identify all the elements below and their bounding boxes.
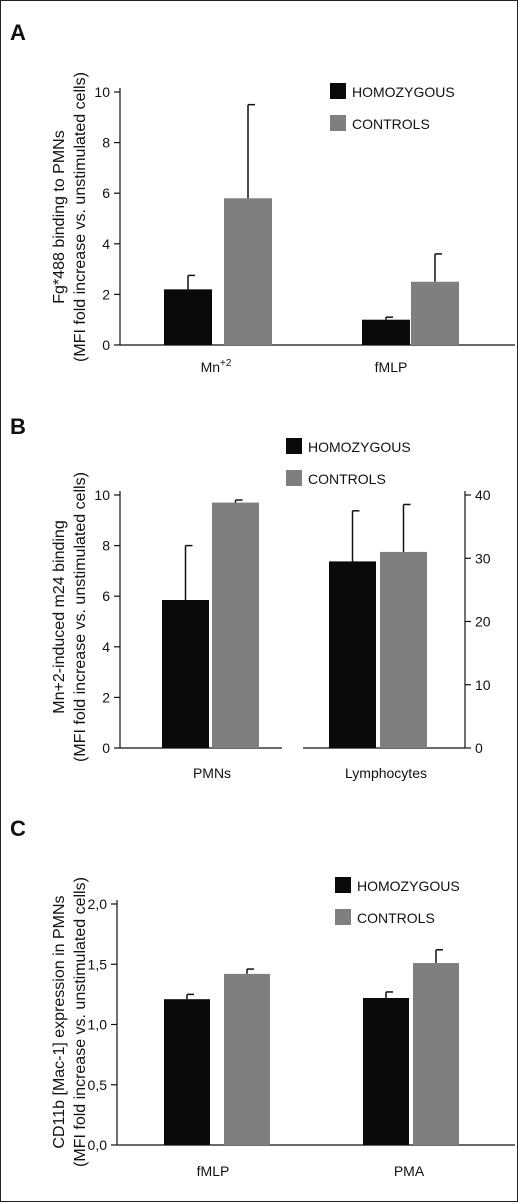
y-axis-label-sub: (MFI fold increase vs. unstimulated cell… [72, 72, 89, 362]
panel-b: B Mn+2-induced m24 binding (MFI fold incre… [10, 414, 491, 781]
y-tick-label: 1,5 [88, 956, 108, 972]
y-tick-label: 8 [102, 135, 110, 151]
legend-swatch [286, 438, 302, 454]
legend-label: HOMOZYGOUS [352, 84, 455, 100]
y-tick-label: 0 [102, 740, 110, 756]
x-tick-label: PMNs [193, 765, 231, 781]
panel-letter: B [10, 414, 26, 439]
legend-swatch [286, 470, 302, 486]
bar-homozygous-0 [164, 289, 212, 345]
x-tick-label: Lymphocytes [345, 765, 427, 781]
legend-swatch [330, 83, 346, 99]
y-tick-label: 2,0 [88, 896, 108, 912]
y-tick-label: 1,0 [88, 1017, 108, 1033]
y2-tick-label: 20 [475, 614, 491, 630]
y-axis-label-sub: (MFI fold increase vs. unstimulated cell… [72, 877, 89, 1167]
bar-controls-0 [212, 502, 259, 748]
y2-tick-label: 30 [475, 550, 491, 566]
legend-label: HOMOZYGOUS [308, 439, 411, 455]
y-tick-label: 10 [94, 487, 110, 503]
bar-controls-1 [411, 281, 459, 345]
legend-swatch [330, 115, 346, 131]
y-axis-label: Fg*488 binding to PMNs [51, 130, 68, 303]
panel-letter: C [10, 816, 26, 841]
x-tick-label: PMA [394, 1163, 425, 1179]
y-tick-label: 0,5 [88, 1077, 108, 1093]
panel-c: C CD11b [Mac-1] expression in PMNs (MFI fo… [10, 816, 515, 1179]
y-axis-label: CD11b [Mac-1] expression in PMNs [51, 895, 68, 1148]
legend-label: CONTROLS [352, 116, 430, 132]
y-axis-label: Mn+2-induced m24 binding [51, 520, 68, 713]
y-tick-label: 2 [102, 286, 110, 302]
y-tick-label: 4 [102, 236, 110, 252]
bar-homozygous-0 [164, 999, 210, 1145]
y-axis-label-sub: (MFI fold increase vs. unstimulated cell… [72, 472, 89, 762]
y-tick-label: 8 [102, 538, 110, 554]
bar-homozygous-0 [162, 599, 209, 748]
x-tick-label: fMLP [197, 1163, 230, 1179]
panel-a: A Fg*488 binding to PMNs (MFI fold increas… [10, 20, 515, 375]
y-tick-label: 0 [102, 337, 110, 353]
legend-label: HOMOZYGOUS [357, 878, 460, 894]
x-tick-label: Mn+2 [201, 358, 232, 375]
y-tick-label: 10 [94, 84, 110, 100]
y-tick-label: 6 [102, 588, 110, 604]
y2-tick-label: 40 [475, 487, 491, 503]
y-tick-label: 4 [102, 639, 110, 655]
bar-homozygous-1 [363, 997, 409, 1145]
panel-letter: A [10, 20, 26, 45]
legend-swatch [335, 909, 351, 925]
y2-tick-label: 10 [475, 677, 491, 693]
bar-homozygous-1 [329, 561, 376, 748]
bar-controls-0 [224, 198, 272, 345]
y-tick-label: 0,0 [88, 1137, 108, 1153]
legend-label: CONTROLS [308, 471, 386, 487]
bar-controls-1 [380, 551, 427, 748]
legend-label: CONTROLS [357, 910, 435, 926]
bar-controls-1 [413, 963, 459, 1145]
y2-tick-label: 0 [475, 740, 483, 756]
bar-homozygous-1 [362, 319, 410, 345]
bar-controls-0 [224, 973, 270, 1145]
legend-swatch [335, 877, 351, 893]
y-tick-label: 6 [102, 185, 110, 201]
x-tick-label: fMLP [375, 359, 408, 375]
y-tick-label: 2 [102, 689, 110, 705]
